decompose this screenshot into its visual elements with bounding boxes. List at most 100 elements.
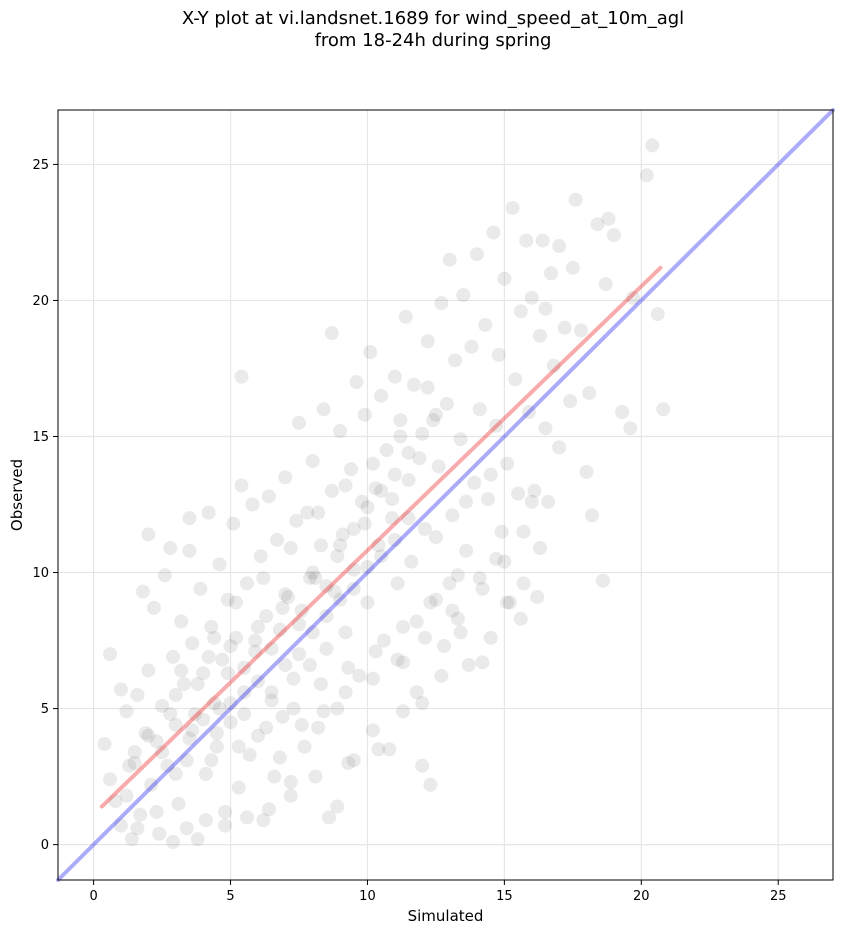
data-point	[275, 600, 290, 615]
data-point	[187, 707, 202, 722]
data-point	[313, 538, 328, 553]
data-point	[291, 415, 306, 430]
data-point	[535, 233, 550, 248]
data-point	[155, 745, 170, 760]
data-point	[390, 652, 405, 667]
data-point	[204, 619, 219, 634]
data-point	[237, 707, 252, 722]
data-point	[245, 497, 260, 512]
data-point	[376, 633, 391, 648]
data-point	[363, 345, 378, 360]
data-point	[374, 549, 389, 564]
data-point	[357, 516, 372, 531]
data-point	[229, 595, 244, 610]
data-point	[176, 677, 191, 692]
data-point	[174, 663, 189, 678]
data-point	[267, 769, 282, 784]
data-point	[333, 538, 348, 553]
data-point	[294, 603, 309, 618]
data-point	[127, 745, 142, 760]
data-point	[127, 756, 142, 771]
data-point	[103, 772, 118, 787]
data-point	[319, 579, 334, 594]
data-point	[527, 483, 542, 498]
data-point	[278, 658, 293, 673]
data-point	[530, 590, 545, 605]
x-axis-label: Simulated	[408, 907, 484, 925]
data-point	[590, 217, 605, 232]
data-point	[450, 611, 465, 626]
chart-title: X-Y plot at vi.landsnet.1689 for wind_sp…	[0, 8, 843, 52]
data-point	[371, 742, 386, 757]
data-point	[365, 723, 380, 738]
data-point	[346, 753, 361, 768]
data-point	[327, 584, 342, 599]
data-point	[423, 777, 438, 792]
data-point	[439, 396, 454, 411]
data-point	[428, 407, 443, 422]
data-point	[346, 562, 361, 577]
data-point	[453, 432, 468, 447]
data-point	[472, 402, 487, 417]
data-point	[209, 739, 224, 754]
data-point	[166, 834, 181, 849]
y-tick-label: 10	[32, 566, 49, 581]
y-tick-label: 25	[32, 158, 49, 173]
data-point	[168, 717, 183, 732]
data-point	[160, 758, 175, 773]
data-point	[497, 271, 512, 286]
data-point	[390, 576, 405, 591]
data-point	[168, 766, 183, 781]
data-point	[489, 551, 504, 566]
data-point	[461, 658, 476, 673]
data-point	[157, 568, 172, 583]
data-point	[182, 731, 197, 746]
data-point	[401, 445, 416, 460]
data-point	[149, 804, 164, 819]
data-point	[379, 443, 394, 458]
data-point	[330, 701, 345, 716]
data-point	[207, 630, 222, 645]
data-point	[412, 451, 427, 466]
data-point	[513, 304, 528, 319]
data-point	[497, 554, 512, 569]
data-point	[415, 696, 430, 711]
data-point	[431, 459, 446, 474]
data-point	[133, 807, 148, 822]
data-point	[387, 467, 402, 482]
data-point	[650, 307, 665, 322]
data-point	[532, 328, 547, 343]
data-point	[420, 380, 435, 395]
data-point	[511, 486, 526, 501]
data-point	[450, 568, 465, 583]
data-point	[272, 750, 287, 765]
data-point	[308, 769, 323, 784]
data-point	[516, 524, 531, 539]
data-point	[423, 595, 438, 610]
data-point	[113, 682, 128, 697]
data-point	[149, 734, 164, 749]
data-point	[532, 541, 547, 556]
data-point	[308, 570, 323, 585]
data-point	[500, 456, 515, 471]
data-point	[434, 296, 449, 311]
data-point	[256, 813, 271, 828]
data-point	[333, 592, 348, 607]
data-point	[448, 353, 463, 368]
data-point	[294, 717, 309, 732]
data-point	[220, 666, 235, 681]
data-point	[239, 810, 254, 825]
data-point	[223, 639, 238, 654]
x-tick-label: 0	[89, 889, 97, 904]
data-point	[385, 492, 400, 507]
data-point	[198, 766, 213, 781]
data-point	[212, 701, 227, 716]
data-point	[365, 671, 380, 686]
data-point	[417, 522, 432, 537]
data-point	[434, 668, 449, 683]
data-point	[338, 625, 353, 640]
data-point	[374, 388, 389, 403]
data-point	[212, 557, 227, 572]
data-point	[396, 619, 411, 634]
data-point	[538, 301, 553, 316]
